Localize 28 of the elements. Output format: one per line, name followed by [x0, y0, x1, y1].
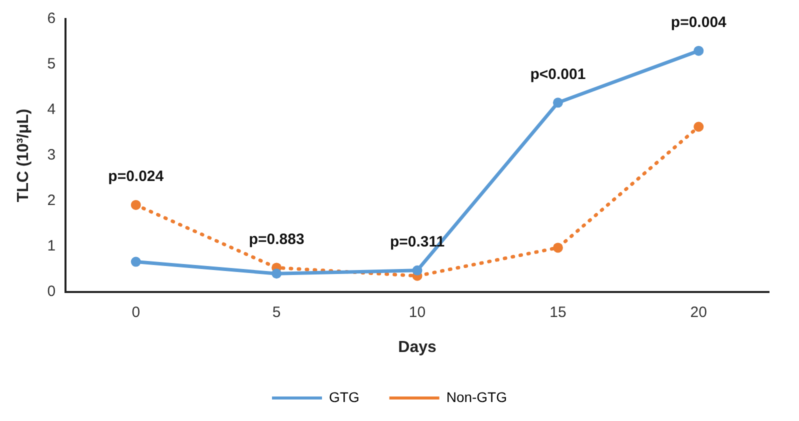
point — [130, 256, 141, 267]
point — [694, 122, 704, 132]
point — [130, 200, 141, 210]
y-tick-label: 3 — [47, 146, 56, 164]
x-axis-title: Days — [398, 338, 436, 356]
y-tick-label: 4 — [47, 101, 56, 118]
legend-label: GTG — [328, 388, 360, 405]
y-tick-label: 2 — [47, 192, 56, 210]
x-tick-label: 10 — [408, 304, 426, 321]
point — [272, 268, 282, 279]
y-tick-label: 5 — [47, 56, 56, 73]
point — [552, 242, 563, 253]
point — [694, 46, 704, 56]
x-tick-label: 5 — [272, 304, 281, 321]
y-tick-label: 0 — [47, 282, 56, 300]
annotation: p<0.001 — [530, 66, 586, 83]
annotation: p=0.883 — [248, 230, 304, 248]
x-tick-label: 20 — [690, 304, 707, 321]
x-tick-label: 0 — [132, 304, 140, 321]
point — [552, 98, 563, 108]
x-tick-label: 15 — [550, 304, 566, 321]
annotation: p=0.024 — [108, 168, 164, 186]
point — [412, 265, 422, 276]
y-axis-title: TLC (10³/μL) — [15, 108, 32, 202]
y-tick-label: 1 — [47, 237, 56, 254]
y-tick-label: 6 — [47, 10, 56, 28]
annotation: p=0.004 — [670, 14, 728, 31]
legend-label: Non-GTG — [446, 388, 508, 405]
